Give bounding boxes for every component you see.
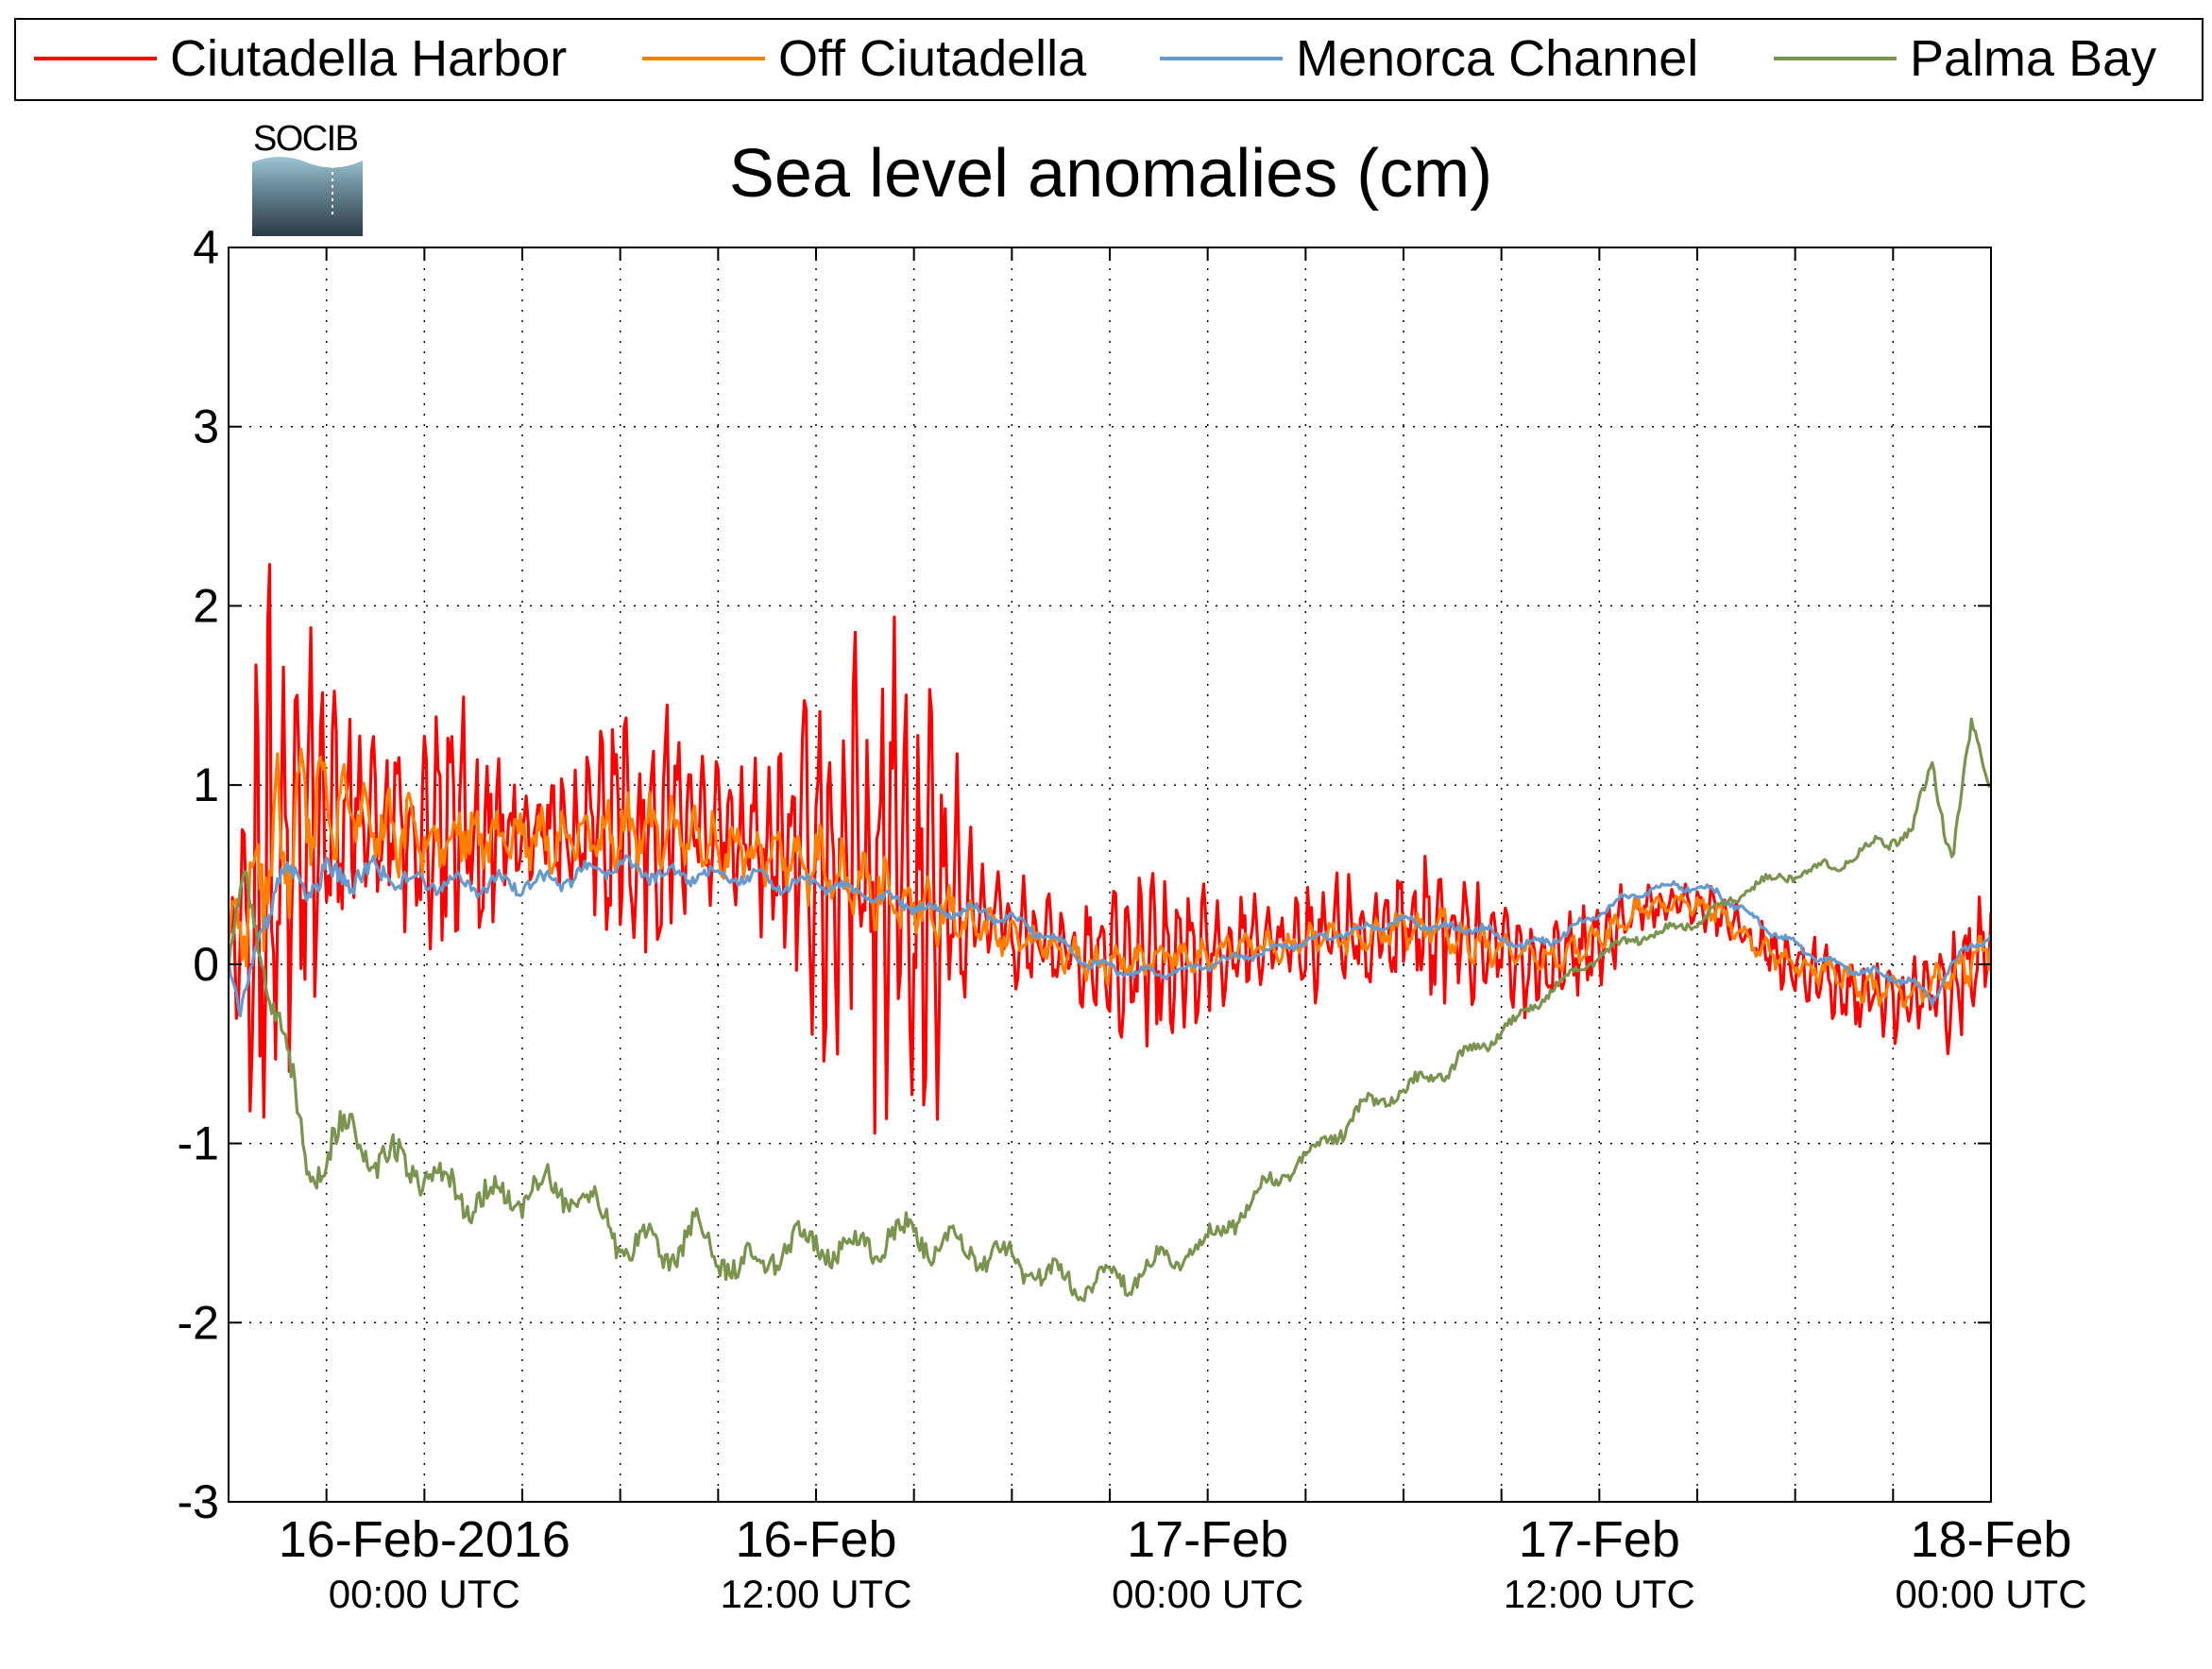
y-tick-label: 0 bbox=[193, 938, 219, 991]
y-tick-label: 4 bbox=[193, 221, 219, 274]
legend-label: Palma Bay bbox=[1910, 30, 2156, 87]
y-tick-label: 1 bbox=[193, 758, 219, 811]
series-line-palma-bay bbox=[229, 717, 1991, 1303]
socib-logo-text: SOCIB bbox=[253, 119, 359, 159]
legend: Ciutadella Harbor Off Ciutadella Menorca C… bbox=[14, 18, 2203, 101]
x-tick-label-date: 17-Feb bbox=[1519, 1511, 1680, 1568]
x-tick-label-time: 00:00 UTC bbox=[1895, 1572, 2086, 1616]
socib-logo: SOCIB bbox=[252, 119, 363, 236]
legend-label: Off Ciutadella bbox=[778, 30, 1087, 87]
x-tick-label-time: 12:00 UTC bbox=[720, 1572, 911, 1616]
x-tick-label-date: 17-Feb bbox=[1127, 1511, 1288, 1568]
series-line-off-ciutadella bbox=[229, 747, 1991, 1009]
legend-label: Menorca Channel bbox=[1296, 30, 1698, 87]
x-tick-label-time: 00:00 UTC bbox=[329, 1572, 520, 1616]
y-tick-label: -1 bbox=[178, 1117, 219, 1170]
y-tick-label: 3 bbox=[193, 400, 219, 453]
x-tick-label-date: 16-Feb-2016 bbox=[279, 1511, 570, 1568]
legend-label: Ciutadella Harbor bbox=[170, 30, 567, 87]
x-tick-label-date: 16-Feb bbox=[735, 1511, 896, 1568]
chart-title: Sea level anomalies (cm) bbox=[729, 136, 1492, 212]
x-tick-label-time: 12:00 UTC bbox=[1504, 1572, 1695, 1616]
series-line-menorca-channel bbox=[229, 854, 1991, 1018]
y-tick-label: -2 bbox=[178, 1296, 219, 1349]
x-tick-label-date: 18-Feb bbox=[1910, 1511, 2071, 1568]
x-tick-label-time: 00:00 UTC bbox=[1112, 1572, 1303, 1616]
y-tick-label: -3 bbox=[178, 1475, 219, 1528]
y-tick-label: 2 bbox=[193, 579, 219, 632]
